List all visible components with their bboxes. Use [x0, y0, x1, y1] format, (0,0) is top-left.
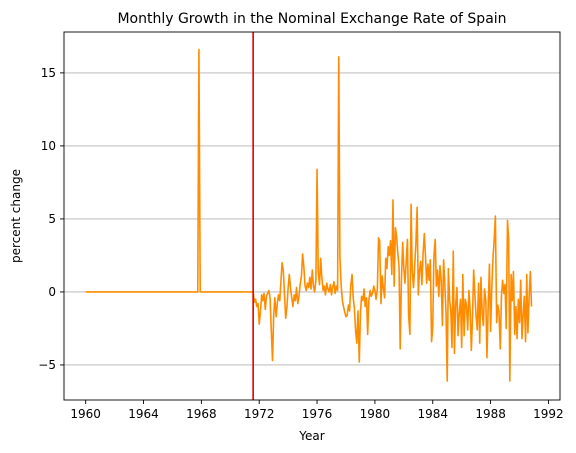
exchange-rate-growth-line [85, 48, 533, 382]
data-layer [85, 32, 533, 400]
x-tick-label: 1976 [302, 407, 333, 421]
x-tick-label: 1984 [417, 407, 448, 421]
plot-area-frame [63, 31, 561, 401]
axis-ticks: −5 0 5 10 15 1960 1964 1968 1972 1976 1980 1984 1988… [38, 66, 563, 421]
y-tick-label: −5 [38, 358, 56, 372]
y-tick-label: 5 [48, 212, 56, 226]
y-tick-label: 0 [48, 285, 56, 299]
chart-title: Monthly Growth in the Nominal Exchange R… [117, 11, 506, 27]
x-tick-label: 1960 [70, 407, 101, 421]
y-tick-label: 15 [41, 66, 56, 80]
x-tick-label: 1988 [475, 407, 506, 421]
x-tick-label: 1972 [244, 407, 275, 421]
x-tick-label: 1992 [533, 407, 564, 421]
x-tick-label: 1980 [360, 407, 391, 421]
x-tick-label: 1964 [128, 407, 159, 421]
x-axis-label: Year [298, 429, 324, 443]
y-axis-label: percent change [9, 169, 23, 263]
x-tick-label: 1968 [186, 407, 217, 421]
y-tick-label: 10 [41, 139, 56, 153]
